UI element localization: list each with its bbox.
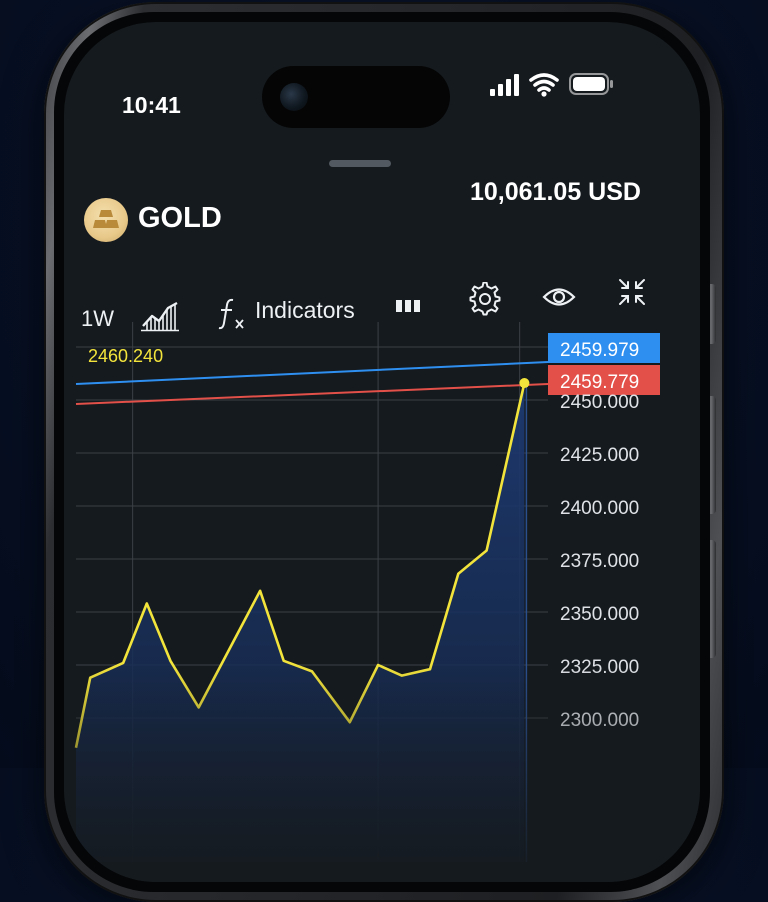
gear-icon[interactable]: [468, 282, 502, 316]
indicators-button[interactable]: Indicators: [255, 297, 355, 323]
side-button-top: [706, 284, 716, 344]
side-button-bottom: [706, 540, 716, 658]
status-time: 10:41: [122, 92, 181, 118]
asset-name[interactable]: GOLD: [138, 202, 222, 234]
wifi-icon: [529, 73, 559, 92]
ask-price-label: 2459.979: [560, 340, 639, 361]
y-tick-label: 2425.000: [560, 445, 639, 466]
collapse-icon[interactable]: [618, 278, 646, 306]
timeframe-button[interactable]: 1W: [81, 306, 114, 331]
status-icons: [488, 70, 616, 105]
account-balance[interactable]: 10,061.05 USD: [470, 178, 641, 206]
battery-icon: [569, 73, 613, 95]
y-tick-label: 2375.000: [560, 551, 639, 572]
dynamic-island: [262, 66, 450, 128]
bid-price-label: 2459.779: [560, 372, 639, 393]
side-button-middle: [706, 396, 716, 514]
bid-price-tag: [548, 365, 660, 395]
ask-price-tag: [548, 333, 660, 363]
last-price-dot: [519, 378, 530, 389]
chart-toolbar: 1W Indicators: [64, 262, 700, 332]
eye-icon[interactable]: [542, 284, 576, 310]
camera-icon: [280, 83, 308, 111]
phone-screen: 10:41: [64, 22, 700, 882]
gold-bars-icon: [84, 198, 128, 242]
bid-price-line: [75, 383, 549, 405]
y-tick-label: 2400.000: [560, 498, 639, 519]
y-tick-label: 2450.000: [560, 392, 639, 413]
area-chart-icon[interactable]: [140, 300, 180, 332]
fx-icon[interactable]: [218, 296, 248, 332]
y-tick-label: 2350.000: [560, 604, 639, 625]
price-chart[interactable]: 2460.240 2459.979 2459.779 2450.000 2425.00…: [64, 22, 700, 882]
bottom-fade: [64, 662, 700, 882]
bar-count-icon[interactable]: [395, 298, 421, 314]
ask-price-line: [75, 361, 549, 385]
high-price-label: 2460.240: [88, 346, 163, 366]
signal-icon: [490, 74, 519, 96]
drag-handle[interactable]: [329, 160, 391, 167]
